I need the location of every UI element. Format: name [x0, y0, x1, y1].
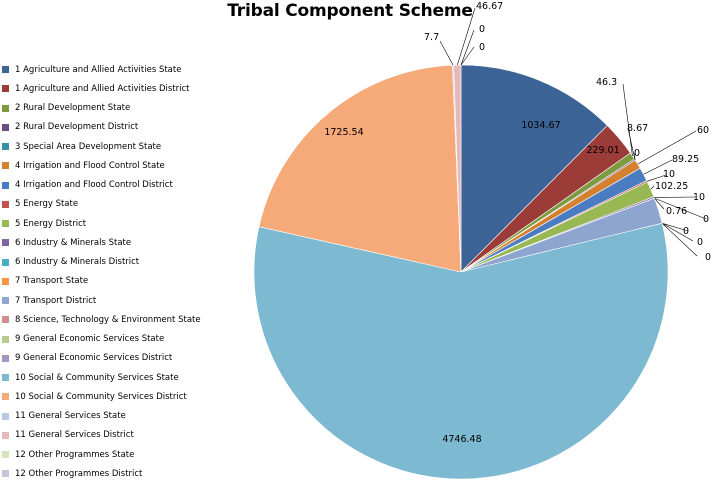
legend-label: 10 Social & Community Services State	[15, 373, 179, 383]
data-label: 0.76	[666, 206, 687, 217]
leader-line	[651, 186, 654, 189]
legend-swatch	[2, 162, 9, 169]
legend-label: 9 General Economic Services State	[15, 334, 164, 344]
legend-label: 7 Transport State	[15, 276, 88, 286]
data-label: 4746.48	[442, 434, 481, 445]
legend-label: 3 Special Area Development State	[15, 142, 161, 152]
legend-swatch	[2, 336, 9, 343]
legend-label: 9 General Economic Services District	[15, 353, 172, 363]
legend-swatch	[2, 105, 9, 112]
legend-item: 4 Irrigation and Flood Control District	[2, 176, 173, 195]
legend-swatch	[2, 316, 9, 323]
chart-title: Tribal Component Scheme	[215, 1, 485, 21]
legend-swatch	[2, 124, 9, 131]
legend-item: 7 Transport District	[2, 291, 96, 310]
legend-swatch	[2, 143, 9, 150]
legend-label: 4 Irrigation and Flood Control District	[15, 180, 173, 190]
legend-swatch	[2, 413, 9, 420]
legend-item: 12 Other Programmes State	[2, 445, 134, 464]
data-label: 0	[479, 24, 485, 35]
leader-line	[461, 47, 474, 65]
data-label: 1034.67	[521, 120, 560, 131]
legend-item: 10 Social & Community Services District	[2, 387, 187, 406]
legend-item: 8 Science, Technology & Environment Stat…	[2, 310, 201, 329]
legend-swatch	[2, 374, 9, 381]
legend-label: 11 General Services State	[15, 411, 126, 421]
data-label: 46.3	[596, 77, 617, 88]
legend-item: 5 Energy District	[2, 214, 86, 233]
data-label: 1725.54	[324, 127, 363, 138]
legend-item: 3 Special Area Development State	[2, 137, 161, 156]
legend-item: 4 Irrigation and Flood Control State	[2, 156, 165, 175]
legend-label: 2 Rural Development State	[15, 103, 130, 113]
data-label: 0	[634, 148, 640, 159]
legend-label: 12 Other Programmes District	[15, 469, 142, 479]
legend-label: 8 Science, Technology & Environment Stat…	[15, 315, 201, 325]
legend-item: 12 Other Programmes District	[2, 464, 142, 483]
legend-item: 7 Transport State	[2, 272, 88, 291]
legend-swatch	[2, 297, 9, 304]
legend-item: 5 Energy State	[2, 195, 78, 214]
legend-label: 1 Agriculture and Allied Activities Dist…	[15, 84, 190, 94]
legend-item: 11 General Services District	[2, 426, 134, 445]
data-label: 10	[663, 169, 675, 180]
legend-label: 2 Rural Development District	[15, 122, 138, 132]
data-label: 60	[697, 125, 709, 136]
legend-label: 6 Industry & Minerals State	[15, 238, 131, 248]
legend-swatch	[2, 201, 9, 208]
legend-swatch	[2, 182, 9, 189]
legend-swatch	[2, 259, 9, 266]
legend-swatch	[2, 470, 9, 477]
legend-swatch	[2, 432, 9, 439]
legend-label: 12 Other Programmes State	[15, 450, 134, 460]
legend-item: 6 Industry & Minerals State	[2, 233, 131, 252]
legend-item: 2 Rural Development District	[2, 118, 138, 137]
legend-label: 10 Social & Community Services District	[15, 392, 187, 402]
data-label: 0	[697, 237, 703, 248]
legend-swatch	[2, 66, 9, 73]
data-label: 0	[479, 42, 485, 53]
legend-label: 5 Energy State	[15, 199, 78, 209]
data-label: 0	[683, 226, 689, 237]
legend-swatch	[2, 393, 9, 400]
legend-item: 1 Agriculture and Allied Activities Dist…	[2, 79, 190, 98]
data-label: 8.67	[627, 123, 648, 134]
legend-item: 9 General Economic Services District	[2, 349, 172, 368]
legend-item: 6 Industry & Minerals District	[2, 253, 139, 272]
legend-label: 7 Transport District	[15, 296, 96, 306]
data-label: 10	[693, 192, 705, 203]
leader-line	[440, 41, 453, 65]
data-label: 229.01	[586, 145, 619, 156]
data-label: 102.25	[655, 181, 688, 192]
legend-label: 6 Industry & Minerals District	[15, 257, 139, 267]
legend-swatch	[2, 85, 9, 92]
legend-item: 9 General Economic Services State	[2, 330, 164, 349]
legend-swatch	[2, 278, 9, 285]
legend-label: 11 General Services District	[15, 430, 134, 440]
legend-label: 5 Energy District	[15, 219, 86, 229]
data-label: 89.25	[672, 154, 699, 165]
legend-label: 4 Irrigation and Flood Control State	[15, 161, 165, 171]
legend-swatch	[2, 355, 9, 362]
legend-swatch	[2, 239, 9, 246]
legend-item: 10 Social & Community Services State	[2, 368, 179, 387]
legend-item: 1 Agriculture and Allied Activities Stat…	[2, 60, 181, 79]
data-label: 7.7	[424, 32, 439, 43]
legend-swatch	[2, 220, 9, 227]
legend-swatch	[2, 451, 9, 458]
legend-item: 11 General Services State	[2, 407, 126, 426]
data-label: 0	[703, 214, 709, 225]
legend-item: 2 Rural Development State	[2, 99, 130, 118]
data-label: 0	[705, 252, 711, 263]
legend-label: 1 Agriculture and Allied Activities Stat…	[15, 65, 181, 75]
